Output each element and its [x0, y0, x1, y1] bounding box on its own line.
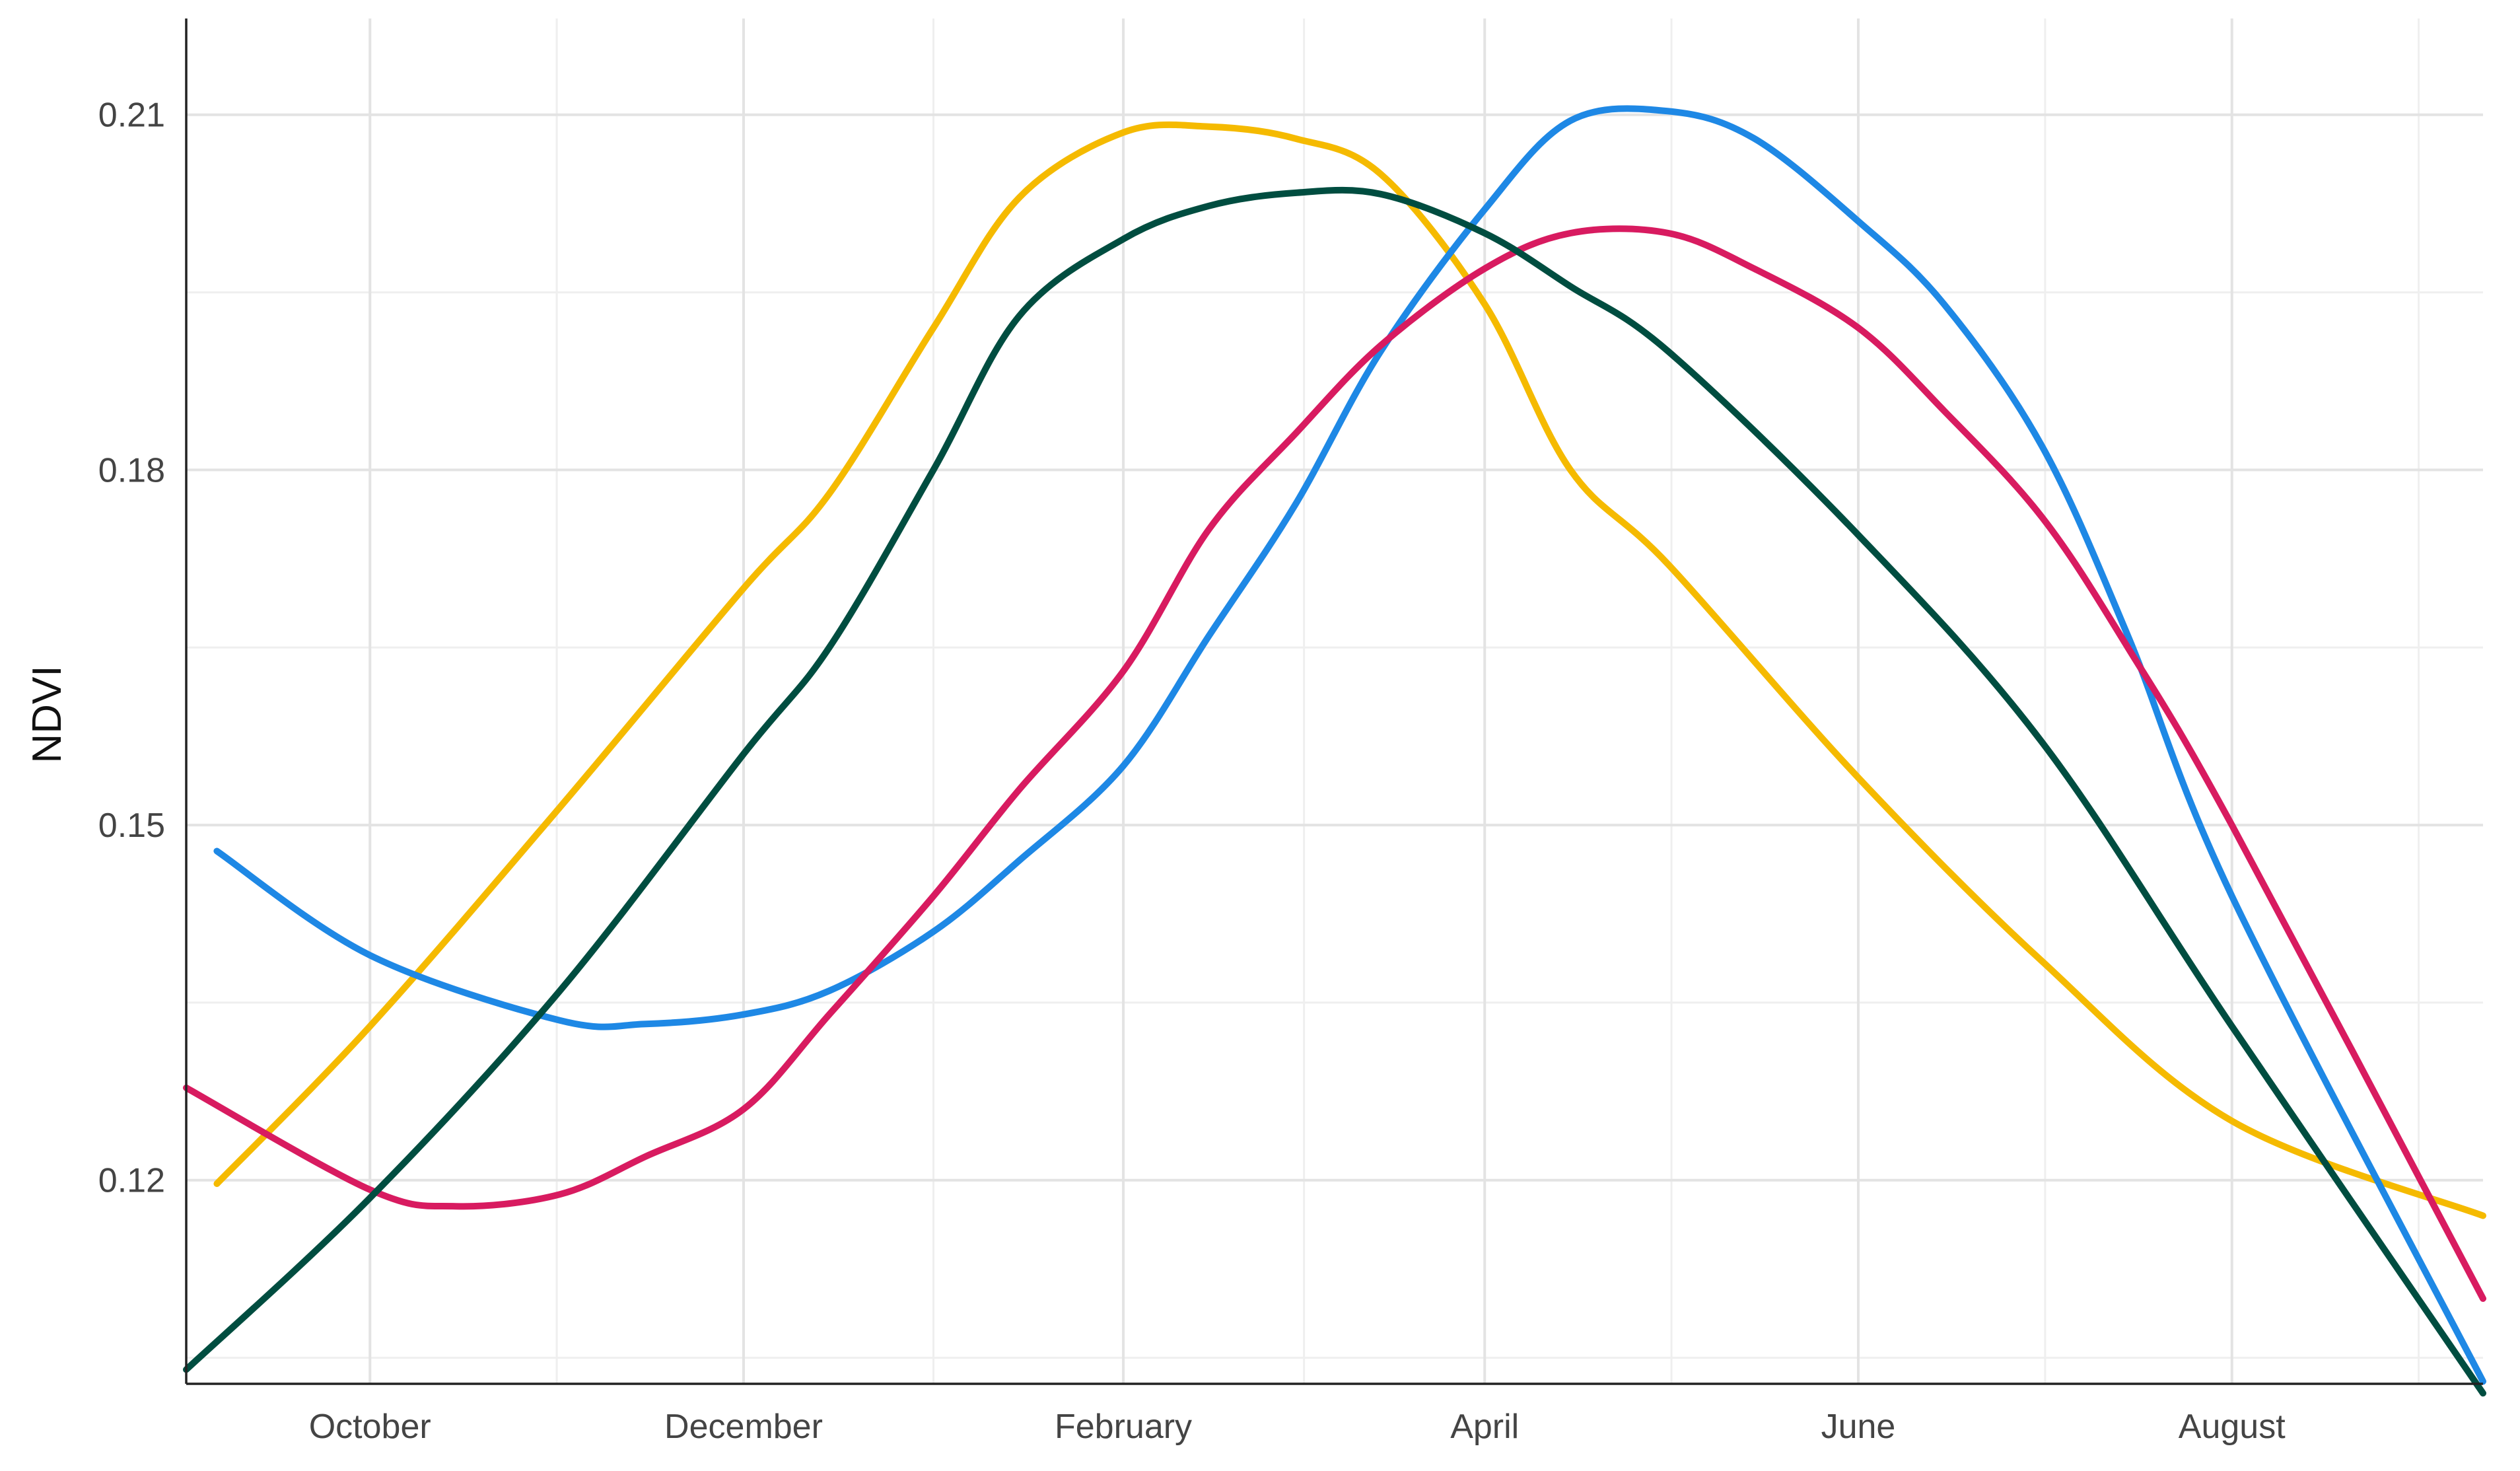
y-tick-label: 0.15 [98, 807, 165, 845]
x-tick-label: October [309, 1408, 431, 1446]
major-gridlines [186, 18, 2483, 1384]
y-tick-label: 0.18 [98, 451, 165, 489]
x-tick-label: February [1055, 1408, 1192, 1446]
y-tick-label: 0.12 [98, 1162, 165, 1200]
y-tick-labels: 0.12 0.15 0.18 0.21 [98, 96, 165, 1200]
y-axis-title: NDVI [24, 665, 70, 763]
series-lines [183, 105, 2486, 1397]
series-line-3 [183, 225, 2486, 1302]
x-tick-label: August [2179, 1408, 2286, 1446]
series-line-4 [183, 186, 2486, 1397]
y-tick-label: 0.21 [98, 96, 165, 135]
series-line-1 [213, 121, 2486, 1219]
x-tick-labels: October December February April June August [309, 1408, 2286, 1446]
x-tick-label: April [1450, 1408, 1519, 1446]
x-tick-label: December [664, 1408, 823, 1446]
minor-gridlines [186, 18, 2483, 1384]
x-tick-label: June [1821, 1408, 1896, 1446]
